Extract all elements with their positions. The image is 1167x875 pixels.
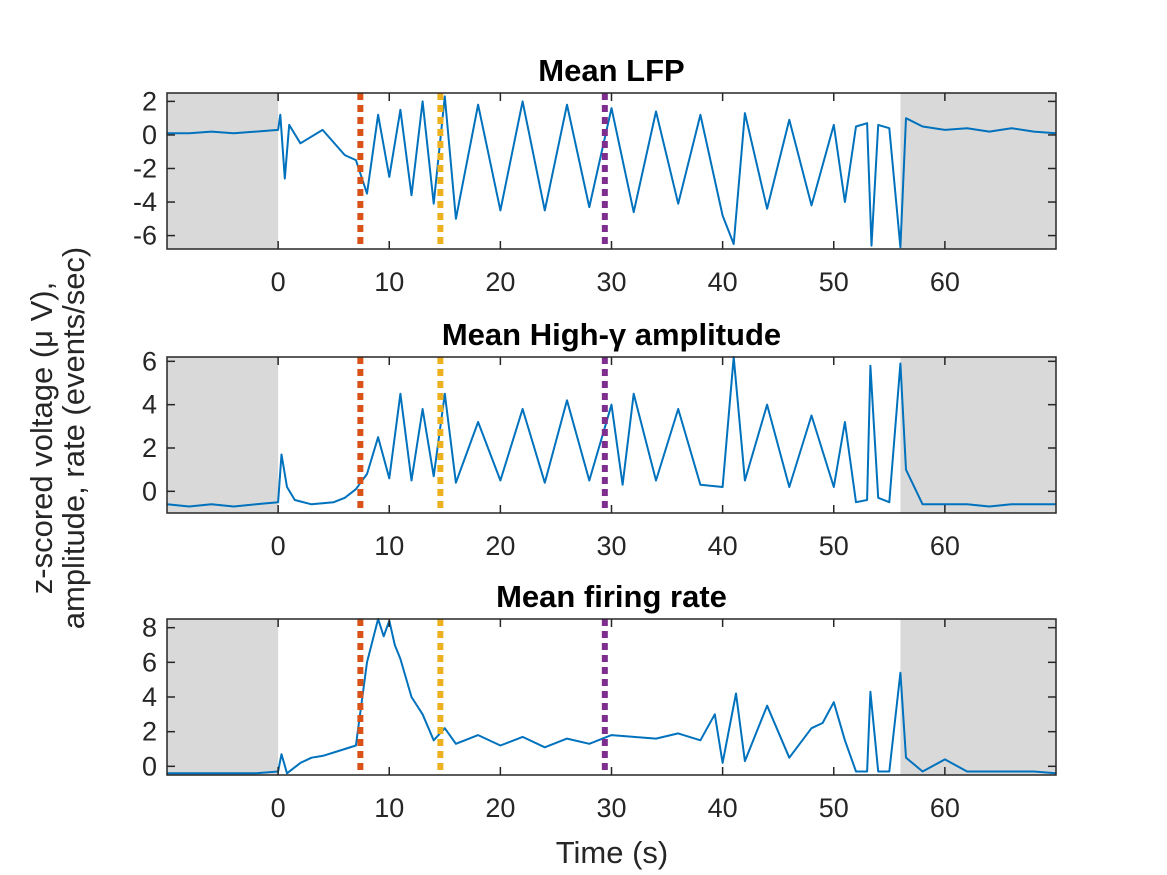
signal-line: [167, 95, 1057, 249]
x-tick-label: 10: [374, 267, 404, 297]
x-tick-label: 0: [271, 267, 286, 297]
y-tick-label: -2: [133, 153, 157, 183]
y-tick-label: 6: [142, 346, 157, 376]
x-tick-label: 30: [596, 267, 626, 297]
y-tick-label: 0: [142, 751, 157, 781]
shaded-region: [900, 93, 1056, 249]
panel-title: Mean LFP: [538, 53, 684, 88]
y-tick-label: 2: [142, 717, 157, 747]
y-tick-label: -4: [133, 187, 157, 217]
x-axis-label: Time (s): [556, 835, 669, 870]
y-tick-label: 8: [142, 613, 157, 643]
x-tick-label: 30: [596, 531, 626, 561]
x-tick-label: 60: [930, 531, 960, 561]
shaded-region: [167, 357, 279, 513]
y-tick-label: 0: [142, 476, 157, 506]
x-tick-label: 10: [374, 793, 404, 823]
panel-title: Mean firing rate: [496, 579, 727, 614]
y-tick-label: -6: [133, 221, 157, 251]
shaded-region: [900, 357, 1056, 513]
y-tick-label: 0: [142, 120, 157, 150]
x-tick-label: 0: [271, 531, 286, 561]
x-tick-label: 10: [374, 531, 404, 561]
x-tick-label: 50: [819, 267, 849, 297]
x-tick-label: 50: [819, 531, 849, 561]
signal-line: [166, 356, 1056, 508]
x-tick-label: 60: [930, 793, 960, 823]
panel-title: Mean High-γ amplitude: [442, 317, 781, 352]
x-tick-label: 50: [819, 793, 849, 823]
x-tick-label: 40: [708, 531, 738, 561]
x-tick-label: 20: [485, 793, 515, 823]
y-axis-label-line2: amplitude, rate (events/sec): [56, 247, 91, 630]
shaded-region: [900, 619, 1056, 775]
x-tick-label: 40: [708, 793, 738, 823]
signal-line: [167, 618, 1057, 775]
x-tick-label: 20: [485, 531, 515, 561]
y-tick-label: 4: [142, 390, 157, 420]
x-tick-label: 40: [708, 267, 738, 297]
x-tick-label: 20: [485, 267, 515, 297]
x-tick-label: 60: [930, 267, 960, 297]
y-tick-label: 2: [142, 433, 157, 463]
shaded-region: [167, 619, 279, 775]
shaded-region: [167, 93, 279, 249]
y-tick-label: 4: [142, 682, 157, 712]
y-axis-label-line1: z-scored voltage (μ V),: [24, 282, 59, 594]
x-tick-label: 0: [271, 793, 286, 823]
x-tick-label: 30: [596, 793, 626, 823]
y-tick-label: 2: [142, 86, 157, 116]
y-tick-label: 6: [142, 647, 157, 677]
